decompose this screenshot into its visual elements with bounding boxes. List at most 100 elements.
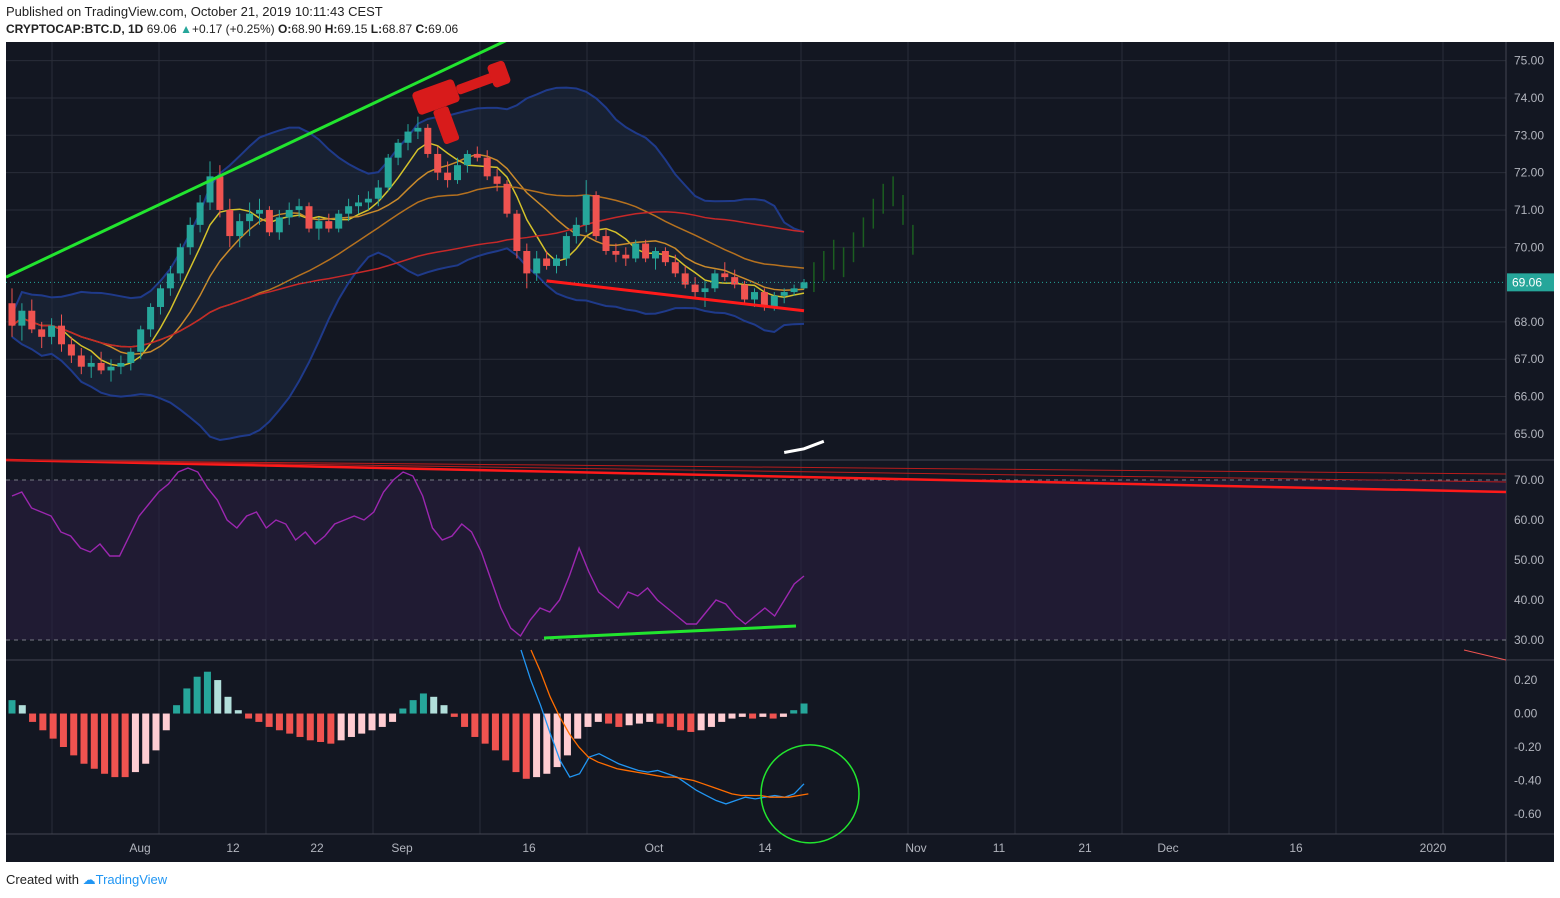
candle-body bbox=[543, 258, 551, 266]
candle-body bbox=[216, 176, 224, 210]
candle-body bbox=[622, 254, 630, 259]
candle-body bbox=[533, 258, 541, 274]
candle-body bbox=[691, 284, 699, 293]
footer: Created with ☁TradingView bbox=[6, 872, 167, 888]
macd-line bbox=[520, 649, 805, 805]
time-axis-label: Nov bbox=[905, 841, 926, 855]
white-trend-stub bbox=[783, 439, 825, 455]
macd-histogram-bar bbox=[790, 710, 798, 714]
macd-histogram-bar bbox=[491, 713, 499, 751]
price-change: +0.17 (+0.25%) bbox=[191, 22, 275, 36]
candle-body bbox=[186, 224, 194, 248]
macd-histogram-bar bbox=[286, 713, 294, 734]
candle-body bbox=[325, 221, 333, 229]
macd-histogram-bar bbox=[553, 713, 561, 768]
high-label: H: bbox=[324, 22, 338, 36]
rsi-trend-line-3 bbox=[5, 459, 1507, 483]
candle-body bbox=[661, 251, 669, 263]
rsi-axis-label: 30.00 bbox=[1514, 633, 1544, 647]
candle-body bbox=[632, 243, 640, 259]
candle-body bbox=[384, 157, 392, 188]
candle-body bbox=[206, 176, 214, 203]
candle-body bbox=[513, 213, 521, 251]
macd-histogram-bar bbox=[234, 710, 242, 714]
macd-histogram-bar bbox=[687, 713, 695, 732]
candle-body bbox=[355, 202, 362, 207]
macd-histogram-bar bbox=[450, 713, 458, 717]
candle-body bbox=[394, 142, 402, 158]
macd-histogram-bar bbox=[779, 713, 787, 717]
time-axis-label: Dec bbox=[1157, 841, 1178, 855]
rsi-axis-label: 50.00 bbox=[1514, 553, 1544, 567]
candle-body bbox=[137, 329, 145, 352]
macd-axis-label: -0.60 bbox=[1514, 807, 1542, 821]
time-axis-label: 14 bbox=[758, 841, 772, 855]
footer-created: Created with bbox=[6, 872, 79, 887]
candle-body bbox=[612, 251, 620, 255]
candle-body bbox=[275, 217, 283, 233]
bollinger-band-fill bbox=[12, 87, 804, 440]
rsi-axis-label: 60.00 bbox=[1514, 513, 1544, 527]
tradingview-logo-icon[interactable]: ☁ bbox=[82, 872, 96, 887]
macd-histogram-bar bbox=[584, 713, 592, 727]
macd-highlight-circle bbox=[760, 744, 860, 844]
macd-histogram-bar bbox=[224, 696, 232, 714]
macd-histogram-bar bbox=[409, 700, 417, 714]
candle-body bbox=[48, 325, 56, 337]
chart-container[interactable]: 69.06 75.00 74.00 73.00 72.00 71.00 70.00 68.00… bbox=[5, 36, 1554, 862]
macd-histogram-bar bbox=[347, 713, 355, 737]
macd-histogram-bar bbox=[769, 713, 777, 719]
macd-histogram-bar bbox=[461, 713, 469, 727]
macd-histogram-bar bbox=[522, 713, 530, 779]
footer-brand[interactable]: TradingView bbox=[95, 872, 168, 887]
time-axis-label: 11 bbox=[993, 841, 1006, 855]
macd-histogram-bar bbox=[245, 713, 253, 719]
macd-histogram-bar bbox=[749, 713, 757, 719]
macd-histogram-bar bbox=[142, 713, 150, 764]
candle-body bbox=[157, 288, 164, 307]
current-price-badge bbox=[1507, 273, 1554, 292]
macd-histogram-bar bbox=[635, 713, 643, 724]
candle-body bbox=[196, 202, 204, 225]
macd-histogram-bar bbox=[296, 713, 304, 737]
macd-histogram-bar bbox=[666, 713, 674, 727]
macd-histogram-bar bbox=[502, 713, 510, 761]
candle-body bbox=[642, 243, 650, 259]
candle-body bbox=[246, 213, 254, 222]
up-triangle-icon: ▲ bbox=[180, 22, 192, 36]
rsi-divergence-line bbox=[543, 624, 797, 640]
macd-histogram-bar bbox=[656, 713, 664, 724]
low-label: L: bbox=[370, 22, 383, 36]
macd-histogram-bar bbox=[718, 713, 726, 722]
candle-body bbox=[87, 362, 95, 367]
macd-histogram-bar bbox=[39, 713, 47, 731]
candle-body bbox=[711, 273, 719, 289]
price-axis-label: 72.00 bbox=[1514, 166, 1544, 180]
macd-histogram-bar bbox=[677, 713, 685, 731]
downtrend-line bbox=[546, 279, 805, 313]
close-value: 69.06 bbox=[428, 22, 459, 36]
price-axis-label: 75.00 bbox=[1514, 54, 1544, 68]
close-label: C: bbox=[415, 22, 429, 36]
rsi-axis-label: 40.00 bbox=[1514, 593, 1544, 607]
candle-body bbox=[265, 209, 273, 233]
candle-body bbox=[147, 306, 155, 330]
time-axis-label: Aug bbox=[129, 841, 150, 855]
macd-histogram-bar bbox=[697, 713, 705, 731]
macd-red-stub bbox=[1463, 649, 1507, 661]
price-axis-label: 66.00 bbox=[1514, 390, 1544, 404]
macd-histogram-bar bbox=[615, 713, 623, 727]
macd-histogram-bar bbox=[29, 713, 37, 722]
candle-body bbox=[553, 258, 560, 266]
chart-svg[interactable]: 69.06 75.00 74.00 73.00 72.00 71.00 70.00 68.00… bbox=[5, 36, 1554, 862]
candle-body bbox=[770, 295, 778, 307]
candle-body bbox=[58, 325, 65, 345]
last-price: 69.06 bbox=[146, 22, 177, 36]
macd-histogram-bar bbox=[563, 713, 571, 756]
macd-histogram-bar bbox=[173, 705, 181, 714]
macd-histogram-bar bbox=[759, 713, 767, 717]
candle-body bbox=[454, 165, 461, 181]
macd-axis-label: 0.00 bbox=[1514, 707, 1538, 721]
time-axis-label: Sep bbox=[391, 841, 413, 855]
macd-histogram-bar bbox=[337, 713, 345, 741]
